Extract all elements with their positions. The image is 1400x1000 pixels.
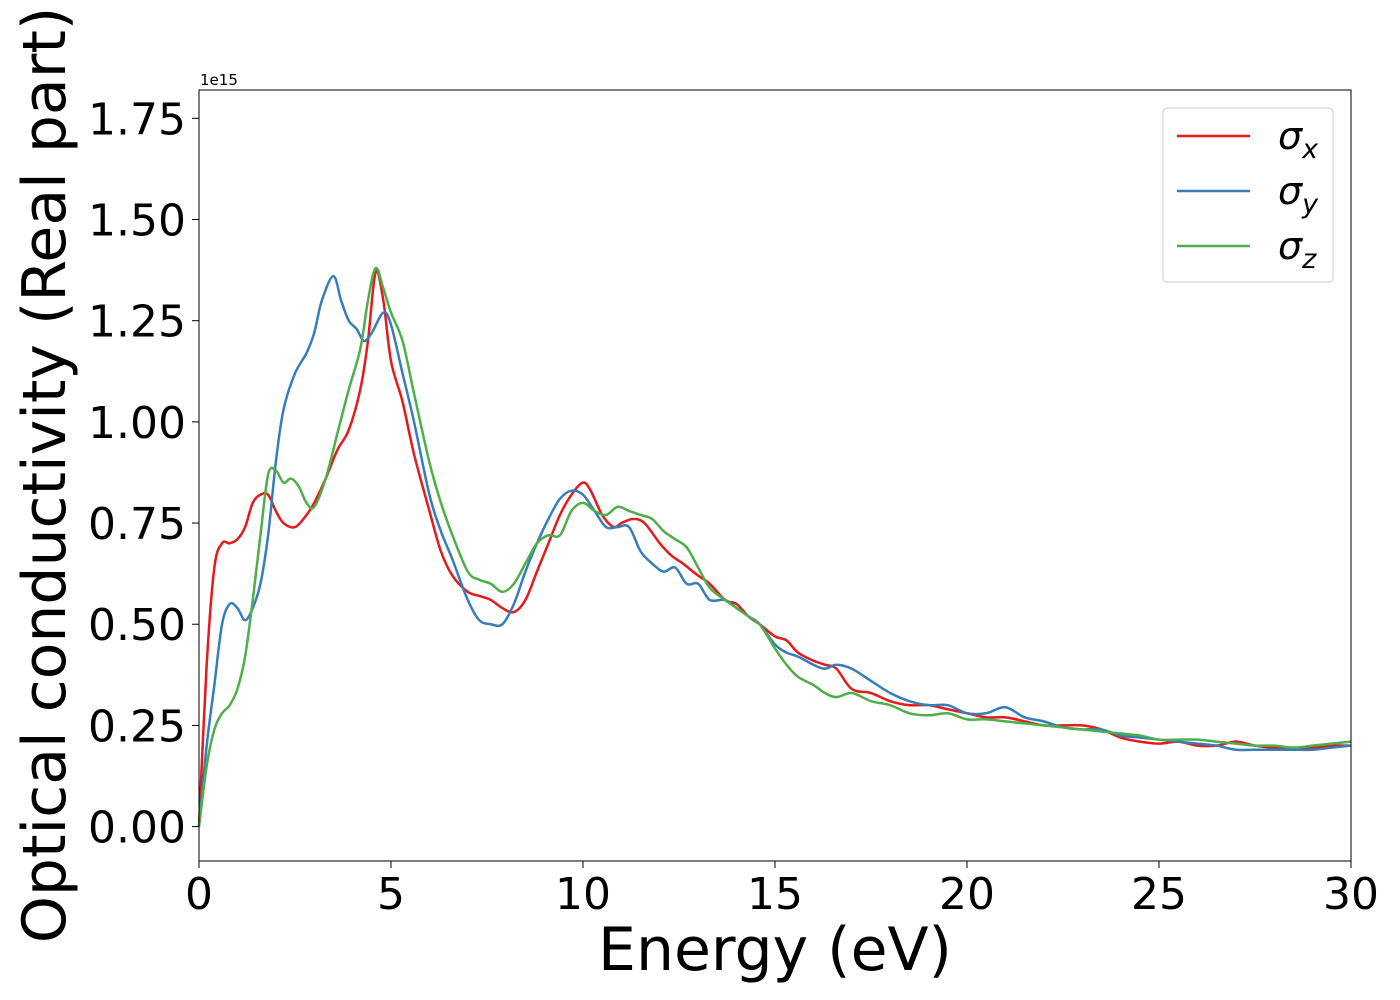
y-tick-label: 1.50 xyxy=(88,196,186,247)
x-tick-label: 25 xyxy=(1131,869,1187,920)
y-tick-label: 1.25 xyxy=(88,297,186,348)
series-line-z xyxy=(197,266,1352,827)
x-tick-label: 30 xyxy=(1323,869,1379,920)
y-tick-label: 1.75 xyxy=(88,94,186,145)
x-tick-label: 0 xyxy=(185,869,213,920)
x-tick-label: 20 xyxy=(939,869,995,920)
y-tick-label: 0.50 xyxy=(88,600,186,651)
y-tick-label: 0.75 xyxy=(88,499,186,550)
y-axis-ticks: 0.00 0.25 0.50 0.75 1.00 1.25 1.50 1.75 xyxy=(88,94,199,854)
x-tick-label: 15 xyxy=(747,869,803,920)
series-line-x xyxy=(197,269,1352,827)
y-tick-label: 0.00 xyxy=(88,803,186,854)
series-line-y xyxy=(197,274,1352,827)
y-tick-label: 1.00 xyxy=(88,398,186,449)
x-tick-label: 5 xyxy=(377,869,405,920)
x-tick-label: 10 xyxy=(555,869,611,920)
y-offset-text: 1e15 xyxy=(200,71,238,89)
y-axis-label: Optical conductivity (Real part) xyxy=(10,7,80,944)
x-axis-ticks: 0 5 10 15 20 25 30 xyxy=(185,861,1379,920)
series-layer xyxy=(197,266,1352,827)
legend-box xyxy=(1162,107,1334,283)
x-axis-label: Energy (eV) xyxy=(598,915,952,985)
y-tick-label: 0.25 xyxy=(88,701,186,752)
